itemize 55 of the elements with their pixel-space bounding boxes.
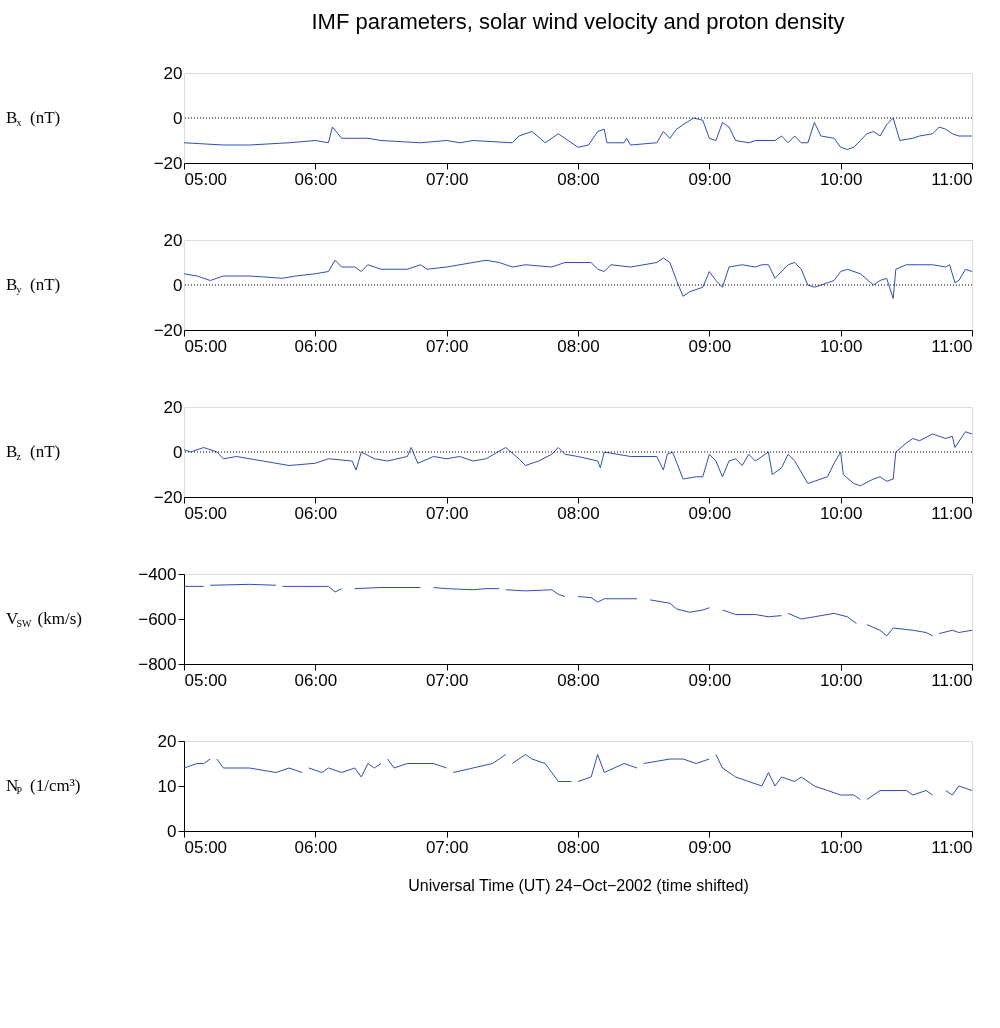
x-tick-label: 05:00 [184,837,228,857]
x-tick-label: 06:00 [294,670,338,690]
x-tick-label: 05:00 [184,169,228,189]
x-tick-label: 09:00 [688,670,732,690]
x-tick-label: 06:00 [294,169,338,189]
y-tick-label: 20 [163,397,183,417]
y-tick-label: −20 [153,487,183,507]
y-tick-label: 0 [173,442,183,462]
x-tick-label: 05:00 [184,336,228,356]
y-tick-label: −800 [138,654,177,674]
x-tick-label: 09:00 [688,336,732,356]
x-tick-label: 08:00 [557,336,600,356]
x-tick-label: 07:00 [425,837,469,857]
x-tick-label: 10:00 [819,837,863,857]
y-tick-label: 20 [163,63,183,83]
y-tick-label: 0 [173,108,183,128]
x-tick-label: 06:00 [294,503,338,523]
x-tick-label: 07:00 [425,503,469,523]
x-tick-label: 10:00 [819,169,863,189]
x-tick-label: 11:00 [931,336,973,356]
x-tick-label: 09:00 [688,837,732,857]
x-tick-label: 08:00 [557,169,600,189]
x-axis-title: Universal Time (UT) 24−Oct−2002 (time shifted) [408,876,749,894]
x-tick-label: 09:00 [688,503,732,523]
x-tick-label: 11:00 [931,503,973,523]
line-series [184,431,972,487]
y-tick-label: −400 [138,564,177,584]
x-tick-label: 08:00 [557,503,600,523]
x-tick-label: 10:00 [819,503,863,523]
x-tick-label: 06:00 [294,837,338,857]
x-tick-label: 11:00 [931,837,973,857]
y-tick-label: −600 [138,609,177,629]
x-tick-label: 08:00 [557,670,600,690]
y-tick-label: −20 [153,153,183,173]
x-tick-label: 11:00 [931,169,973,189]
x-tick-label: 07:00 [425,670,469,690]
y-tick-label: 10 [157,776,177,796]
y-tick-label: 0 [173,275,183,295]
x-tick-label: 07:00 [425,169,469,189]
x-tick-label: 05:00 [184,503,228,523]
y-tick-label: 20 [163,230,183,250]
x-tick-label: 10:00 [819,670,863,690]
chart-title: IMF parameters, solar wind velocity and proton density [311,9,845,34]
x-tick-label: 11:00 [931,670,973,690]
y-tick-label: 0 [167,821,177,841]
x-tick-label: 09:00 [688,169,732,189]
x-tick-label: 07:00 [425,336,469,356]
x-tick-label: 05:00 [184,670,228,690]
line-series [184,257,972,299]
x-tick-label: 06:00 [294,336,338,356]
y-tick-label: 20 [157,731,177,751]
line-series [184,117,972,150]
x-tick-label: 10:00 [819,336,863,356]
y-tick-label: −20 [153,320,183,340]
x-tick-label: 08:00 [557,837,600,857]
